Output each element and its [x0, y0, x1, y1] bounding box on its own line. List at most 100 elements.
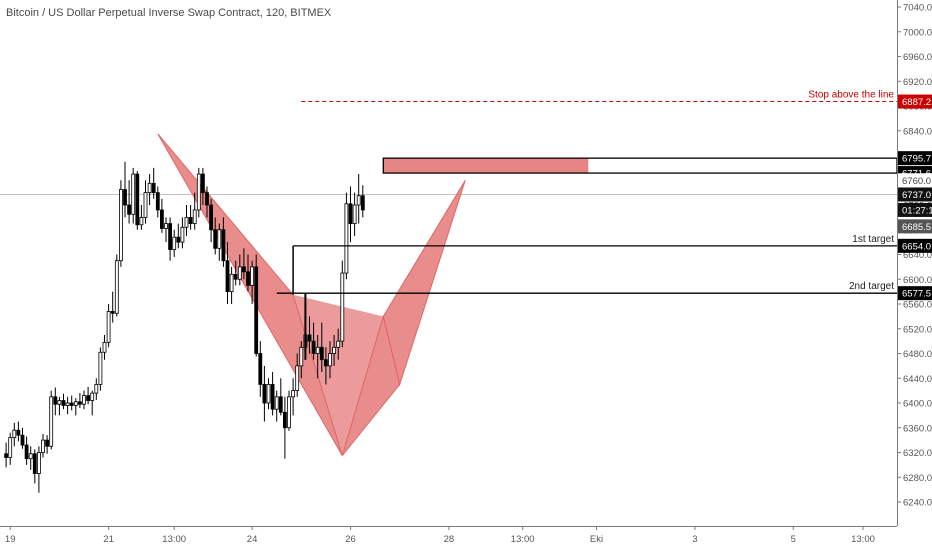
- candle-body: [340, 272, 345, 342]
- target1-badge: [898, 238, 932, 253]
- candle-body: [323, 359, 328, 367]
- candle-body: [168, 223, 173, 250]
- candle-body: [82, 395, 86, 405]
- price-badge: [898, 219, 932, 234]
- candle-body: [315, 346, 320, 354]
- candle-body: [110, 311, 115, 314]
- price-tick-label: 6840.0: [903, 126, 932, 137]
- candle-body: [287, 396, 291, 429]
- price-tick-label: 6440.0: [903, 374, 932, 385]
- price-badge: [898, 173, 932, 188]
- candle-body: [106, 311, 111, 343]
- candle-body: [328, 353, 332, 367]
- candle-body: [172, 236, 177, 250]
- target2-badge-label: 6577.5: [902, 289, 931, 300]
- candle-body: [180, 226, 185, 243]
- price-tick-label: 6240.0: [903, 498, 932, 509]
- candle-body: [299, 346, 304, 367]
- harmonic-pattern: [157, 133, 466, 456]
- time-tick-label: Eki: [590, 534, 603, 545]
- candle-body: [360, 195, 365, 211]
- candle-body: [241, 266, 246, 273]
- price-tick-label: 6920.0: [903, 77, 932, 88]
- candle-body: [274, 396, 279, 410]
- candle-body: [336, 340, 341, 348]
- target2-label: 2nd target: [849, 281, 894, 292]
- candle-body: [139, 216, 144, 226]
- candle-body: [90, 392, 95, 401]
- price-tick-label: 6520.0: [903, 324, 932, 335]
- candle-body: [57, 400, 62, 405]
- candle-body: [123, 189, 127, 206]
- time-tick-label: 21: [103, 534, 114, 545]
- pattern-triangle-bc: [293, 294, 384, 456]
- candle-body: [131, 173, 136, 215]
- candle-body: [135, 173, 140, 226]
- candle-body: [86, 395, 90, 401]
- target1-badge-label: 6654.0: [902, 241, 931, 252]
- candle-body: [78, 401, 82, 405]
- candle-body: [102, 341, 107, 353]
- candle-body: [143, 192, 148, 218]
- price-axis[interactable]: 6240.0 6280.0 6320.0 6360.0 6400.0 6440.0 6480…: [897, 0, 932, 550]
- time-axis[interactable]: 19 21 13:00 24 26 28 13:00 Eki 3 5 13:00: [0, 526, 897, 545]
- candle-body: [196, 173, 201, 211]
- candle-body: [45, 439, 49, 447]
- time-tick-label: 5: [791, 534, 796, 545]
- candle-body: [159, 209, 164, 229]
- candle-body: [319, 346, 324, 361]
- candle-body: [119, 189, 123, 262]
- candle-body: [28, 453, 33, 460]
- candle-body: [20, 434, 25, 446]
- candle-body: [37, 452, 41, 474]
- candle-body: [291, 390, 296, 398]
- candle-body: [225, 260, 230, 293]
- candle-body: [205, 192, 209, 206]
- price-axis-background: [897, 0, 932, 550]
- candle-body: [332, 346, 337, 354]
- candle-body: [229, 273, 234, 293]
- price-tick-label: 7040.0: [903, 3, 932, 14]
- price-badge: [898, 202, 932, 217]
- candle-body: [233, 273, 238, 280]
- price-tick-label: 6400.0: [903, 399, 932, 410]
- sell-zone-fill: [383, 158, 589, 174]
- time-tick-label: 19: [5, 534, 16, 545]
- candle-body: [209, 204, 214, 231]
- candle-body: [344, 203, 349, 274]
- candle-body: [41, 439, 45, 453]
- stop-price-badge: [898, 94, 932, 109]
- candle-body: [254, 266, 259, 354]
- candle-body: [270, 384, 275, 410]
- price-badge-label: 6760.0: [902, 176, 931, 187]
- price-tick-label: 6480.0: [903, 349, 932, 360]
- price-badge-label: 01:27:13: [902, 205, 932, 216]
- candles: [4, 161, 365, 493]
- pattern-triangle-cd: [382, 179, 466, 387]
- price-tick-label: 6360.0: [903, 423, 932, 434]
- zone_top-badge-label: 6795.7: [902, 154, 931, 165]
- candle-body: [12, 429, 17, 439]
- time-tick-label: 13:00: [511, 534, 535, 545]
- price-tick-label: 6960.0: [903, 52, 932, 63]
- time-tick-label: 26: [345, 534, 356, 545]
- candle-body: [250, 266, 255, 286]
- stop-price-badge-label: 6887.2: [902, 97, 931, 108]
- candle-body: [348, 203, 353, 224]
- candle-body: [266, 384, 271, 404]
- candle-body: [65, 402, 70, 406]
- candle-body: [24, 444, 29, 460]
- candle-body: [307, 334, 312, 342]
- candle-body: [151, 182, 156, 194]
- candle-body: [127, 204, 131, 215]
- candle-body: [53, 396, 58, 405]
- price-tick-label: 6280.0: [903, 473, 932, 484]
- time-tick-label: 28: [444, 534, 455, 545]
- target2-badge: [898, 286, 932, 301]
- candle-body: [69, 402, 74, 406]
- candle-body: [192, 209, 197, 224]
- time-tick-label: 3: [692, 534, 697, 545]
- candle-body: [188, 216, 193, 224]
